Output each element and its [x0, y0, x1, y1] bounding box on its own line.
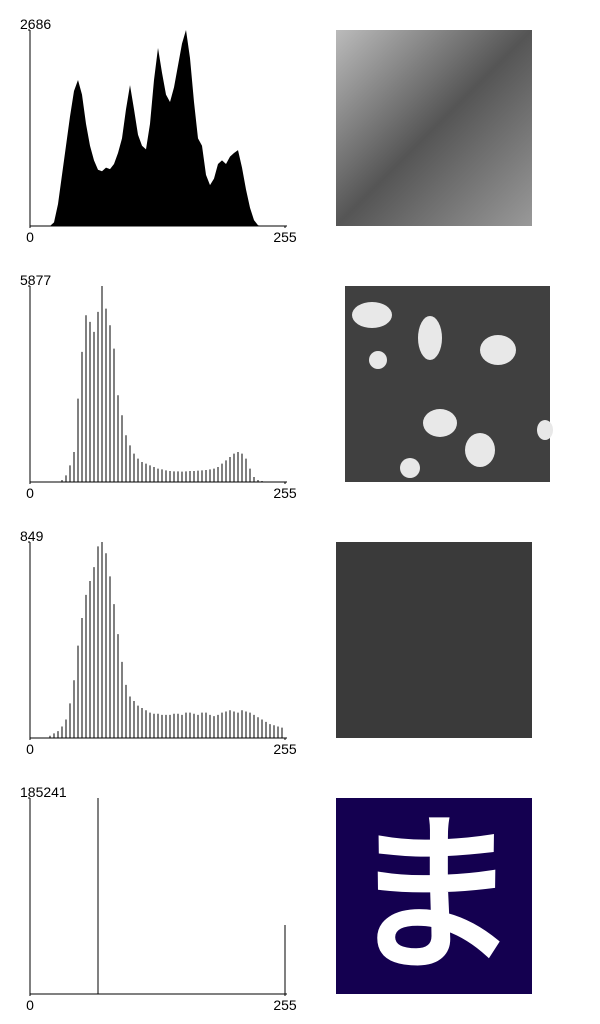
x-tick-label: 255	[273, 485, 297, 501]
cells	[352, 302, 553, 478]
histogram-area	[30, 30, 282, 226]
y-tick-label: 849	[20, 528, 44, 544]
y-tick-label: 2686	[20, 16, 51, 32]
y-tick-label: 5877	[20, 272, 51, 288]
x-tick-label: 255	[273, 229, 297, 245]
x-tick-label: 0	[26, 997, 34, 1013]
x-tick-label: 0	[26, 485, 34, 501]
x-tick-label: 255	[273, 997, 297, 1013]
text-image	[336, 542, 532, 738]
photo-image	[336, 30, 532, 226]
y-tick-label: 185241	[20, 784, 67, 800]
x-tick-label: 255	[273, 741, 297, 757]
x-tick-label: 0	[26, 741, 34, 757]
glyph: ま	[349, 802, 519, 992]
glyph-image	[336, 798, 532, 994]
x-tick-label: 0	[26, 229, 34, 245]
